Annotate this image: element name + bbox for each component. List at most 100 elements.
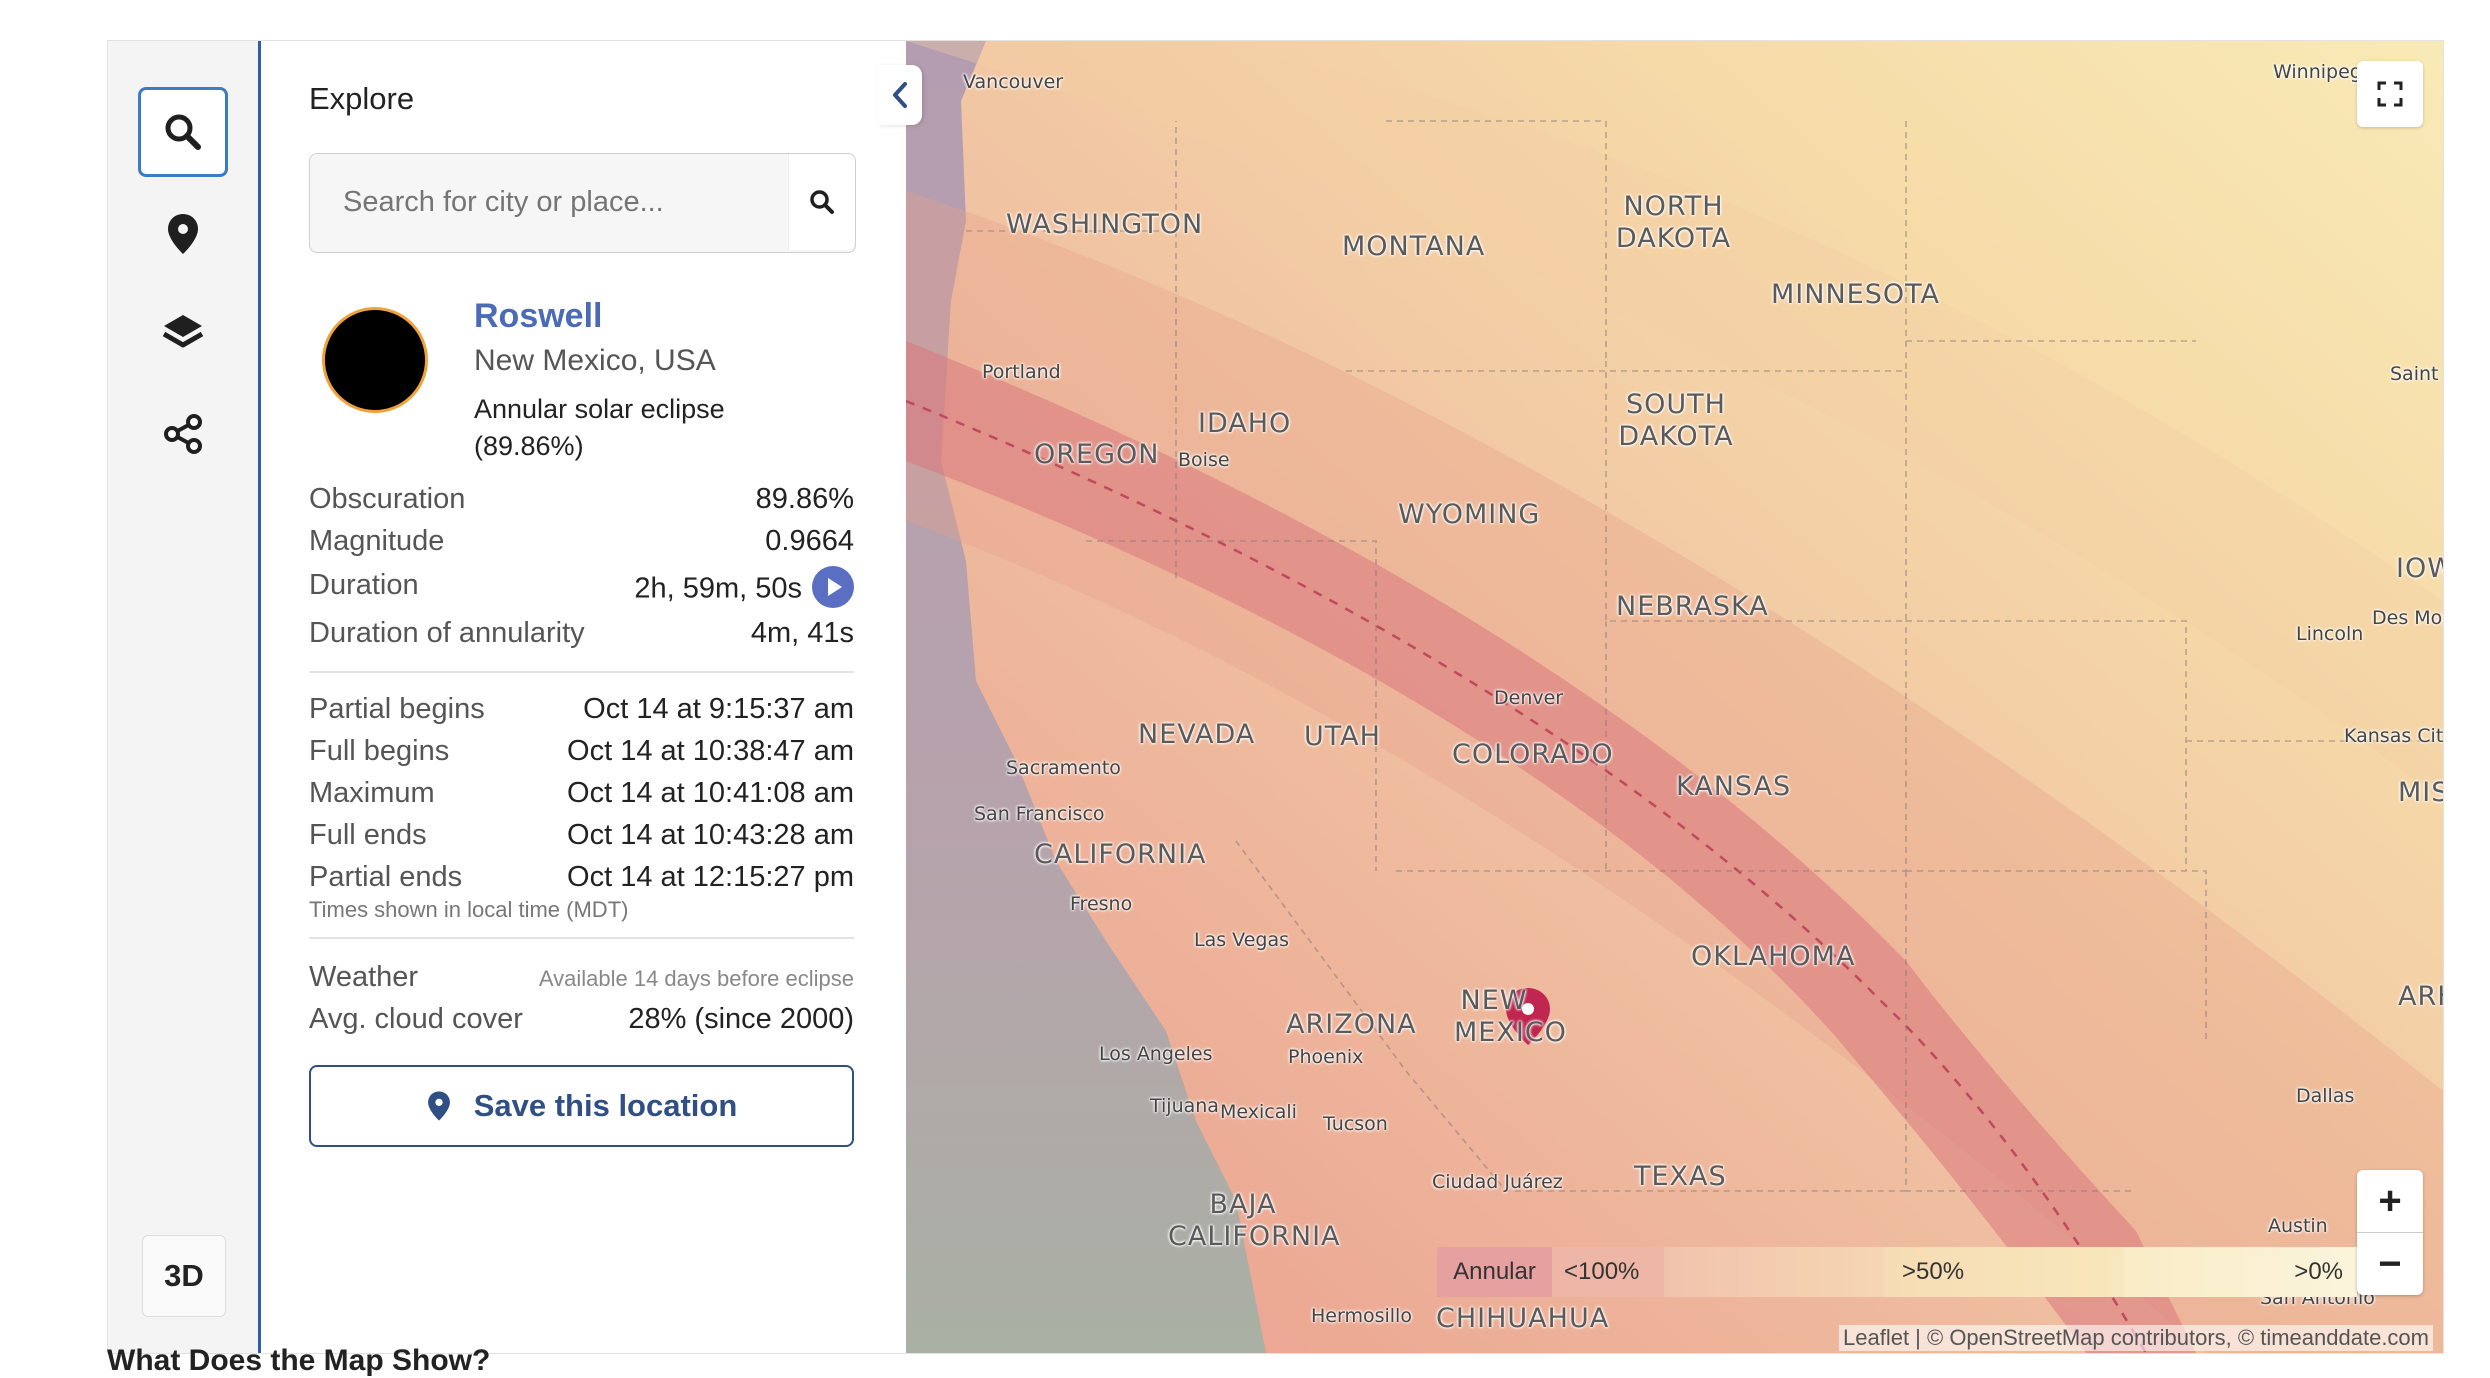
city-label: Des Moine [2372, 607, 2443, 629]
legend-gradient-high [1664, 1247, 1884, 1297]
state-label: OKLAHOMA [1691, 941, 1856, 972]
city-label: Los Angeles [1099, 1043, 1213, 1065]
pin-icon [168, 214, 198, 254]
fullscreen-button[interactable] [2357, 61, 2423, 127]
state-label: NEVADA [1138, 719, 1256, 750]
state-label: ARIZONA [1286, 1009, 1417, 1040]
pin-icon [427, 1091, 450, 1121]
zoom-in-button[interactable]: + [2357, 1170, 2423, 1233]
stat-value: 0.9664 [765, 525, 854, 557]
stat-label: Obscuration [309, 483, 466, 515]
city-label: Tucson [1323, 1113, 1388, 1135]
state-label: SOUTH DAKOTA [1618, 389, 1734, 452]
city-label: Phoenix [1288, 1046, 1364, 1068]
search-input[interactable] [310, 154, 790, 250]
state-label: WYOMING [1398, 499, 1541, 530]
3d-toggle-button[interactable]: 3D [142, 1235, 226, 1317]
eclipse-map-widget: 3D Explore Roswell New Mexico, USA Annul… [107, 40, 2444, 1354]
state-label: IOWA [2396, 553, 2443, 584]
city-label: Portland [982, 361, 1061, 383]
city-label: Vancouver [963, 71, 1064, 93]
time-label: Maximum [309, 777, 435, 809]
divider [309, 671, 854, 673]
location-tool-button[interactable] [138, 189, 228, 279]
state-label: MINNESOTA [1771, 279, 1940, 310]
panel-title: Explore [309, 81, 415, 116]
stat-label: Duration [309, 569, 419, 601]
explore-panel: Explore Roswell New Mexico, USA Annular … [261, 41, 911, 1353]
time-value: Oct 14 at 9:15:37 am [583, 693, 854, 725]
city-label: Sacramento [1006, 757, 1121, 779]
time-value: Oct 14 at 10:41:08 am [567, 777, 854, 809]
play-icon [828, 578, 842, 596]
chevron-left-icon [893, 82, 907, 108]
location-region: New Mexico, USA [474, 344, 716, 377]
time-value: Oct 14 at 10:38:47 am [567, 735, 854, 767]
city-label: Winnipeg [2273, 61, 2362, 83]
state-label: UTAH [1304, 721, 1381, 752]
location-marker-icon[interactable] [1506, 988, 1550, 1045]
state-label: BAJA CALIFORNIA [1168, 1189, 1341, 1252]
stat-label: Duration of annularity [309, 617, 585, 649]
city-label: Hermosillo [1311, 1305, 1412, 1327]
time-row: Full begins Oct 14 at 10:38:47 am [309, 735, 854, 768]
state-label: NEW MEXICO [1454, 985, 1567, 1048]
state-label: COLORADO [1452, 739, 1614, 770]
eclipse-type: Annular solar eclipse (89.86%) [474, 394, 725, 461]
time-value: Oct 14 at 10:43:28 am [567, 819, 854, 851]
stat-label: Magnitude [309, 525, 445, 557]
collapse-panel-button[interactable] [878, 65, 922, 125]
save-label: Save this location [473, 1088, 738, 1123]
legend-gt0: >0% [2124, 1247, 2357, 1297]
layers-tool-button[interactable] [138, 289, 228, 379]
search-icon [165, 114, 201, 150]
state-label: CHIHUAHUA [1436, 1303, 1610, 1334]
cloud-label: Avg. cloud cover [309, 1003, 523, 1035]
city-label: San Francisco [974, 803, 1105, 825]
stat-row: Obscuration 89.86% [309, 483, 854, 516]
times-note: Times shown in local time (MDT) [309, 897, 629, 922]
state-label: WASHINGTON [1006, 209, 1204, 240]
cloud-row: Avg. cloud cover 28% (since 2000) [309, 1003, 854, 1036]
share-tool-button[interactable] [138, 389, 228, 479]
stat-value: 2h, 59m, 50s [634, 572, 802, 605]
legend-lt100: <100% [1552, 1247, 1664, 1297]
stat-value: 4m, 41s [750, 617, 854, 649]
state-label: KANSAS [1676, 771, 1792, 802]
city-label: Austin [2268, 1215, 2328, 1237]
city-label: Ciudad Juárez [1432, 1171, 1563, 1193]
state-label: MISS [2398, 777, 2443, 808]
stat-row: Duration of annularity 4m, 41s [309, 617, 854, 650]
state-label: NEBRASKA [1616, 591, 1769, 622]
stat-row: Magnitude 0.9664 [309, 525, 854, 558]
city-label: Fresno [1070, 893, 1133, 915]
search-submit-button[interactable] [788, 154, 855, 250]
stat-row: Duration 2h, 59m, 50s [309, 566, 854, 611]
map-attribution[interactable]: Leaflet | © OpenStreetMap contributors, … [1839, 1325, 2433, 1351]
section-heading: What Does the Map Show? [107, 1344, 491, 1377]
search-tool-button[interactable] [138, 87, 228, 177]
tool-rail: 3D [108, 41, 261, 1353]
time-label: Partial ends [309, 861, 463, 893]
time-label: Full ends [309, 819, 427, 851]
layers-icon [162, 315, 204, 348]
eclipse-map[interactable]: WASHINGTON MONTANA NORTH DAKOTA MINNESOT… [906, 41, 2443, 1353]
time-label: Full begins [309, 735, 450, 767]
weather-note: Available 14 days before eclipse [538, 966, 854, 991]
time-row: Full ends Oct 14 at 10:43:28 am [309, 819, 854, 852]
save-location-button[interactable]: Save this location [309, 1065, 854, 1147]
map-legend: Annular <100% >50% >0% [1437, 1247, 2357, 1297]
city-label: Mexicali [1220, 1101, 1297, 1123]
map-canvas[interactable] [906, 41, 2443, 1353]
zoom-out-button[interactable]: − [2378, 1241, 2402, 1286]
city-label: Boise [1178, 449, 1230, 471]
state-label: OREGON [1034, 439, 1160, 470]
state-label: NORTH DAKOTA [1615, 191, 1732, 254]
city-label: Lincoln [2296, 623, 2364, 645]
stat-value: 89.86% [755, 483, 854, 515]
weather-label: Weather [309, 961, 419, 993]
city-label: Las Vegas [1194, 929, 1289, 951]
search-icon [810, 190, 834, 214]
location-name-link[interactable]: Roswell [474, 297, 603, 335]
play-animation-button[interactable] [812, 566, 854, 608]
